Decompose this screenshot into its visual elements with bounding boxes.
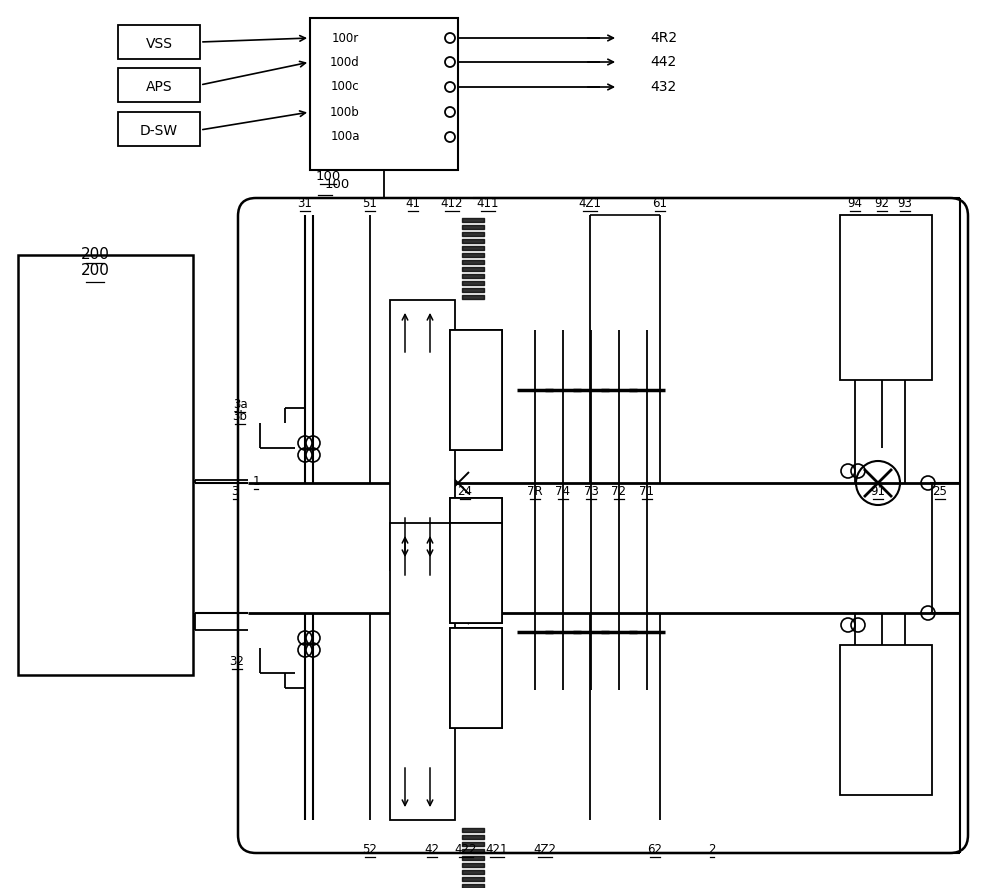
Text: 3b: 3b [233, 410, 247, 423]
Bar [118, 68, 200, 102]
Text: 71: 71 [640, 485, 654, 498]
Text: 3: 3 [231, 485, 239, 498]
Text: 42: 42 [424, 843, 440, 856]
Text: 2: 2 [708, 843, 716, 856]
Bar [390, 523, 455, 820]
Bar [450, 498, 502, 598]
Bar [310, 18, 458, 170]
Text: 74: 74 [556, 485, 570, 498]
Text: 52: 52 [363, 843, 377, 856]
Text: 3a: 3a [233, 398, 247, 411]
Text: 442: 442 [650, 55, 676, 69]
Text: 92: 92 [874, 197, 890, 210]
Text: 100d: 100d [330, 56, 360, 68]
Bar [450, 628, 502, 728]
Text: 7R: 7R [527, 485, 543, 498]
Text: 432: 432 [650, 80, 676, 94]
Bar [118, 112, 200, 146]
Text: 51: 51 [363, 197, 377, 210]
Text: D-SW: D-SW [140, 124, 178, 138]
Text: 61: 61 [652, 197, 668, 210]
Text: 100c: 100c [331, 81, 359, 93]
Text: 4Z2: 4Z2 [534, 843, 556, 856]
Text: 200: 200 [81, 263, 109, 278]
Text: 73: 73 [584, 485, 598, 498]
Text: 91: 91 [870, 485, 886, 498]
Bar [450, 523, 502, 623]
Text: 422: 422 [455, 843, 477, 856]
Bar [18, 255, 193, 675]
Text: VSS: VSS [146, 37, 173, 51]
Bar [450, 330, 502, 450]
Bar [450, 523, 502, 623]
Text: 421: 421 [486, 843, 508, 856]
Text: 94: 94 [848, 197, 862, 210]
Bar [840, 215, 932, 380]
Text: 1: 1 [252, 475, 260, 488]
Text: 32: 32 [230, 655, 244, 668]
Text: 411: 411 [477, 197, 499, 210]
Text: 100b: 100b [330, 106, 360, 118]
Bar [450, 330, 502, 450]
Text: 100a: 100a [330, 131, 360, 144]
Text: 24: 24 [458, 485, 473, 498]
Bar [840, 645, 932, 795]
Text: 412: 412 [441, 197, 463, 210]
Text: 41: 41 [406, 197, 420, 210]
Text: 100: 100 [315, 170, 341, 183]
Text: 200: 200 [81, 247, 109, 262]
Text: 4Z1: 4Z1 [578, 197, 602, 210]
Bar [450, 628, 502, 728]
Text: 31: 31 [298, 197, 312, 210]
Bar [390, 300, 455, 570]
Text: 62: 62 [648, 843, 662, 856]
Text: APS: APS [146, 80, 172, 94]
Text: 72: 72 [612, 485, 626, 498]
Text: 93: 93 [898, 197, 912, 210]
Text: 100r: 100r [331, 31, 359, 44]
FancyBboxPatch shape [238, 198, 968, 853]
Text: 4R2: 4R2 [650, 31, 677, 45]
Text: 100: 100 [325, 178, 350, 192]
Text: 25: 25 [933, 485, 947, 498]
Bar [450, 498, 502, 598]
Bar [118, 25, 200, 59]
